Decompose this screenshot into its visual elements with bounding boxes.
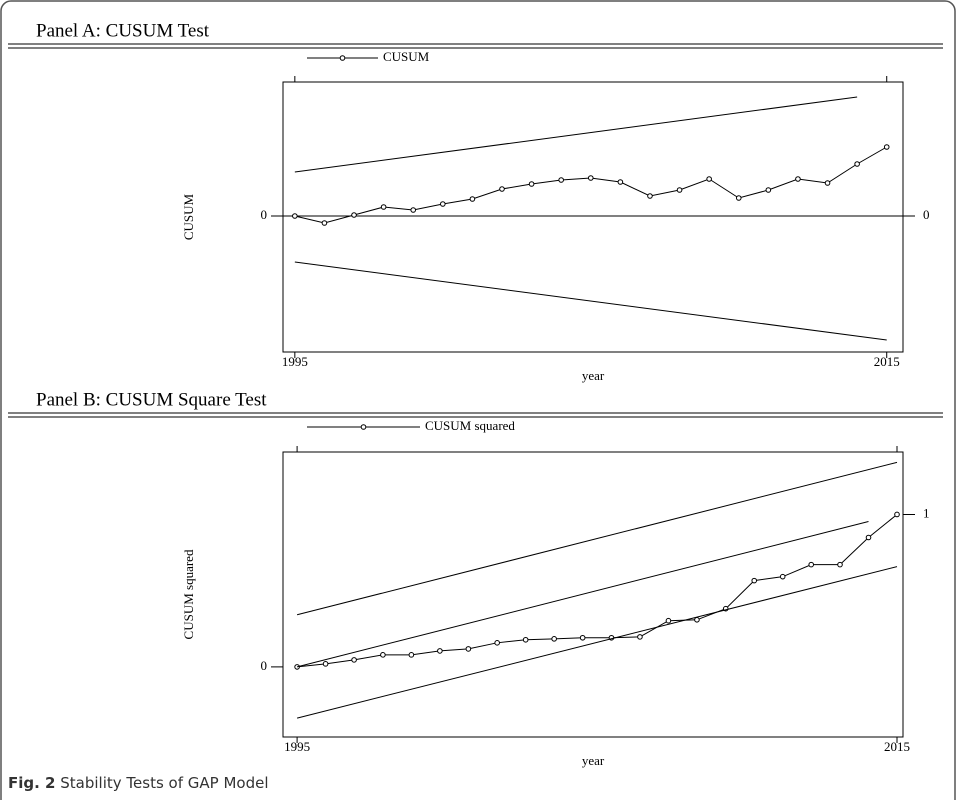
series-line bbox=[294, 146, 887, 224]
point bbox=[499, 186, 505, 192]
point bbox=[465, 646, 472, 652]
point bbox=[824, 180, 831, 186]
point bbox=[380, 652, 386, 658]
point bbox=[837, 561, 843, 568]
y-tick-label: 0 bbox=[261, 658, 268, 673]
point bbox=[587, 175, 594, 181]
panel-title: Panel A: CUSUM Test bbox=[36, 20, 210, 41]
legend-marker bbox=[360, 424, 367, 430]
y2-tick-label: 1 bbox=[923, 505, 930, 520]
x-tick-label: 1995 bbox=[282, 354, 308, 369]
point bbox=[321, 220, 328, 226]
caption-label: Fig. 2 bbox=[8, 774, 55, 792]
point bbox=[883, 144, 890, 150]
series-line bbox=[296, 461, 898, 616]
panel-title: Panel B: CUSUM Square Test bbox=[36, 389, 267, 410]
y2-tick-label: 0 bbox=[923, 207, 930, 222]
series-line bbox=[296, 521, 869, 668]
point bbox=[854, 161, 860, 167]
y-axis-label: CUSUM squared bbox=[181, 549, 196, 639]
point bbox=[469, 196, 476, 202]
point bbox=[437, 648, 443, 654]
legend-label: CUSUM bbox=[383, 49, 430, 64]
point bbox=[494, 640, 500, 646]
point bbox=[647, 193, 653, 199]
point bbox=[795, 176, 801, 182]
point bbox=[665, 617, 672, 624]
point bbox=[380, 204, 387, 210]
point bbox=[410, 207, 417, 213]
caption: Fig. 2 Stability Tests of GAP Model bbox=[8, 774, 269, 792]
y-tick-label: 0 bbox=[261, 207, 268, 222]
point bbox=[694, 616, 700, 623]
point bbox=[292, 213, 298, 219]
point bbox=[528, 181, 535, 187]
series-line bbox=[296, 566, 898, 719]
point bbox=[351, 657, 357, 663]
point bbox=[551, 636, 557, 642]
point bbox=[765, 187, 772, 193]
point bbox=[894, 511, 900, 518]
legend-marker bbox=[339, 55, 346, 61]
point bbox=[637, 634, 643, 640]
point bbox=[779, 573, 786, 580]
series-line bbox=[294, 261, 887, 341]
point bbox=[676, 187, 683, 193]
x-tick-label: 2015 bbox=[884, 739, 910, 754]
point bbox=[351, 212, 357, 218]
point bbox=[751, 577, 758, 584]
plot-area bbox=[282, 451, 904, 738]
point bbox=[440, 201, 446, 207]
x-tick-label: 2015 bbox=[874, 354, 900, 369]
point bbox=[865, 534, 872, 541]
plot-area bbox=[282, 81, 904, 353]
legend-label: CUSUM squared bbox=[425, 418, 515, 433]
point bbox=[808, 561, 815, 568]
point bbox=[706, 176, 712, 182]
y-axis-label: CUSUM bbox=[181, 193, 196, 240]
x-axis-label: year bbox=[582, 368, 605, 383]
point bbox=[408, 652, 415, 658]
point bbox=[322, 661, 329, 667]
x-axis-label: year bbox=[582, 753, 605, 768]
point bbox=[522, 636, 529, 643]
point bbox=[735, 195, 742, 201]
series-line bbox=[294, 96, 858, 173]
point bbox=[558, 177, 564, 183]
x-tick-label: 1995 bbox=[284, 739, 310, 754]
point bbox=[579, 634, 586, 641]
series-line bbox=[297, 514, 898, 668]
caption-text: Stability Tests of GAP Model bbox=[60, 774, 268, 792]
point bbox=[617, 179, 624, 185]
